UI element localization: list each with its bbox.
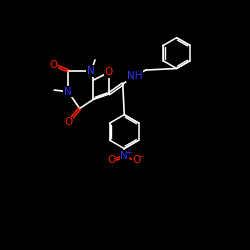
- Text: O: O: [105, 67, 113, 77]
- Text: O: O: [132, 155, 141, 165]
- Text: O: O: [107, 155, 115, 165]
- Text: O: O: [49, 60, 58, 70]
- Text: O: O: [64, 118, 72, 128]
- Text: -: -: [140, 152, 143, 162]
- Text: N: N: [120, 151, 128, 161]
- Text: N: N: [64, 86, 72, 97]
- Text: +: +: [125, 148, 131, 157]
- Text: NH: NH: [126, 71, 142, 81]
- Text: N: N: [87, 66, 95, 76]
